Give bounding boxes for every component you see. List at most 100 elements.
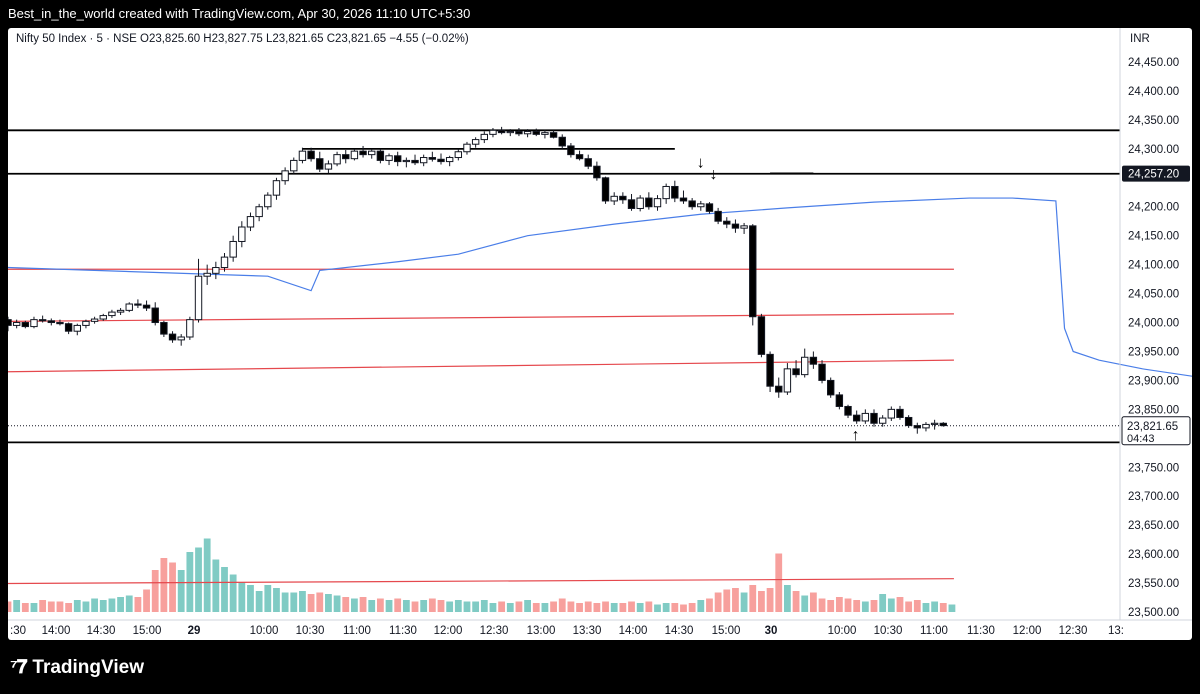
candle-down — [411, 159, 419, 164]
volume-bar — [368, 600, 376, 612]
candle-down — [939, 422, 947, 427]
volume-bar — [134, 597, 142, 612]
candle-up — [177, 336, 185, 341]
volume-bar — [593, 603, 601, 612]
candle-down — [818, 363, 826, 381]
price-tick-label: 23,500.00 — [1128, 607, 1179, 619]
volume-bar — [30, 603, 38, 612]
last-price-badge — [1121, 416, 1191, 446]
candle-up — [930, 422, 939, 425]
candle-down — [904, 416, 913, 427]
candle-up — [229, 240, 237, 258]
time-tick-label: :30 — [10, 625, 26, 637]
volume-bar — [584, 601, 592, 612]
volume-bar — [498, 601, 506, 612]
candle-down — [394, 155, 402, 163]
candle-down — [757, 316, 766, 355]
candle-up — [610, 195, 618, 202]
candle-down — [827, 379, 835, 396]
candle-down — [38, 319, 47, 322]
volume-bar — [931, 601, 939, 612]
candle-down — [913, 425, 921, 429]
volume-bar — [740, 592, 748, 612]
candle-down — [168, 333, 177, 341]
candle-down — [8, 319, 12, 326]
candlestick-chart[interactable]: ↓↓ ↑ 24,450.00 24,400.00 24,350.00 24,300.00… — [8, 28, 1192, 640]
time-tick-label: 13:30 — [573, 625, 602, 637]
candle-up — [12, 322, 21, 326]
candle-down — [549, 132, 558, 138]
time-tick-label: 10:30 — [874, 625, 903, 637]
chart-panel[interactable]: ↓ ↓ ↑ 24,450.00 24,400.00 24,350.00 24,300.00… — [8, 28, 1192, 640]
volume-bar — [56, 601, 64, 612]
volume-bar — [195, 547, 202, 612]
candle-down — [64, 323, 73, 332]
candle-down — [558, 136, 566, 147]
vwap-layer — [8, 197, 1192, 377]
volume-bar — [697, 600, 705, 612]
volume-bar — [558, 598, 566, 612]
header-caption: Best_in_the_world created with TradingVi… — [8, 6, 471, 21]
price-axis[interactable]: 24,450.00 24,400.00 24,350.00 24,300.00 24,2… — [1119, 28, 1191, 620]
candle-down — [679, 197, 688, 202]
arrow-up-icon: ↑ — [852, 427, 860, 444]
time-tick-label: 13: — [1108, 625, 1124, 637]
time-tick-label: 29 — [188, 625, 201, 637]
candle-down — [342, 154, 350, 160]
candle-up — [99, 315, 107, 320]
countdown-label: 04:43 — [1127, 433, 1155, 445]
candle-up — [783, 368, 792, 393]
candle-down — [567, 145, 575, 156]
candle-down — [515, 130, 523, 135]
candle-down — [835, 394, 844, 407]
volume-bar — [325, 594, 332, 612]
candle-up — [108, 311, 116, 317]
volume-bar — [913, 600, 921, 612]
volume-bar — [870, 600, 878, 612]
volume-bar — [454, 600, 462, 612]
price-tick-label: 24,450.00 — [1128, 57, 1179, 69]
volume-bar — [264, 585, 272, 612]
volume-bar — [117, 597, 124, 612]
candle-down — [316, 158, 324, 170]
time-tick-label: 11:30 — [389, 625, 417, 637]
candle-up — [272, 180, 281, 196]
candle-down — [47, 320, 55, 324]
candle-up — [125, 303, 133, 311]
volume-bar — [47, 601, 55, 612]
candle-down — [428, 157, 437, 160]
price-tick-label: 23,900.00 — [1128, 375, 1179, 387]
time-tick-label: 13:00 — [527, 625, 556, 637]
candle-down — [627, 199, 636, 209]
candle-up — [445, 157, 454, 163]
last-price-badge-label: 23,821.65 — [1127, 421, 1178, 433]
volume-bar — [65, 603, 73, 612]
candle-up — [541, 132, 549, 135]
candle-up — [471, 139, 480, 145]
volume-layer — [8, 538, 956, 612]
candle-down — [896, 408, 904, 418]
candle-down — [584, 158, 592, 167]
candle-up — [203, 272, 211, 277]
candle-up — [697, 203, 705, 208]
volume-bar — [766, 588, 774, 612]
candle-up — [887, 408, 896, 419]
price-tick-label: 24,400.00 — [1128, 86, 1179, 98]
volume-bar — [394, 598, 402, 612]
candle-up — [290, 159, 298, 172]
volume-bar — [351, 598, 358, 612]
volume-bar — [515, 601, 523, 612]
volume-bar — [489, 603, 497, 612]
time-axis[interactable]: :30 14:00 14:30 15:00 29 10:00 10:30 11:00 11:30… — [8, 619, 1192, 637]
price-badge-label: 24,257.20 — [1128, 169, 1179, 181]
volume-bar — [567, 601, 575, 612]
volume-bar — [524, 600, 531, 612]
candle-down — [645, 197, 653, 208]
volume-bar — [818, 598, 826, 612]
candle-up — [281, 170, 289, 182]
candle-up — [298, 150, 307, 161]
level-line-middle — [8, 313, 954, 322]
volume-bar — [238, 582, 246, 612]
volume-bar — [645, 601, 653, 612]
